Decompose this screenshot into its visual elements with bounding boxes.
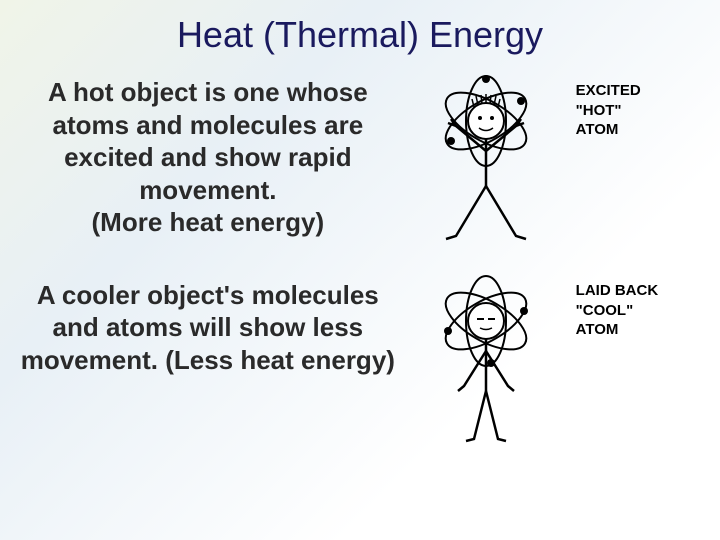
hot-atom-block: EXCITED "HOT" ATOM xyxy=(406,71,710,251)
text-column: A hot object is one whose atoms and mole… xyxy=(10,66,406,451)
page-title: Heat (Thermal) Energy xyxy=(0,0,720,66)
cool-paragraph: A cooler object's molecules and atoms wi… xyxy=(10,279,406,377)
cool-label-3: ATOM xyxy=(576,320,659,340)
cool-label-2: "COOL" xyxy=(576,301,659,321)
cool-atom-figure xyxy=(406,271,566,451)
hot-label-2: "HOT" xyxy=(576,101,641,121)
cool-atom-block: LAID BACK "COOL" ATOM xyxy=(406,271,710,451)
cool-atom-label: LAID BACK "COOL" ATOM xyxy=(576,271,659,340)
hot-label-3: ATOM xyxy=(576,120,641,140)
hot-paragraph: A hot object is one whose atoms and mole… xyxy=(10,76,406,239)
hot-label-1: EXCITED xyxy=(576,81,641,101)
image-column: EXCITED "HOT" ATOM xyxy=(406,66,710,451)
cool-label-1: LAID BACK xyxy=(576,281,659,301)
hot-atom-label: EXCITED "HOT" ATOM xyxy=(576,71,641,140)
hot-atom-figure xyxy=(406,71,566,251)
content-area: A hot object is one whose atoms and mole… xyxy=(0,66,720,451)
